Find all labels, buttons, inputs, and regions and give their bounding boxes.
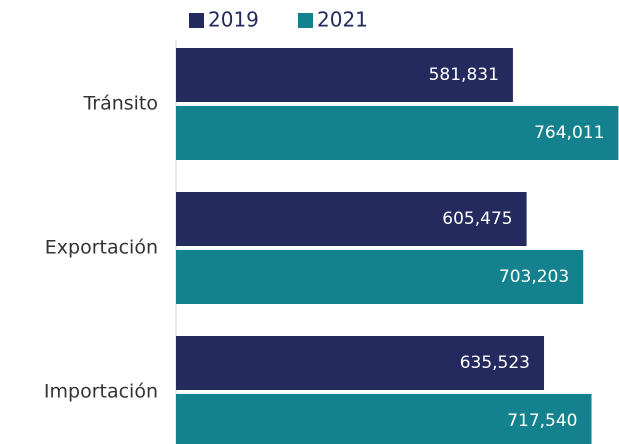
value-label: 605,475 (442, 209, 512, 229)
legend-label: 2021 (317, 8, 368, 32)
legend-swatch (298, 13, 313, 28)
bar (176, 192, 527, 246)
legend-label: 2019 (208, 8, 259, 32)
category-label: Importación (44, 381, 158, 403)
bar (176, 250, 584, 304)
value-label: 764,011 (534, 123, 604, 143)
value-label: 703,203 (499, 267, 569, 287)
value-label: 717,540 (507, 411, 577, 431)
category-label: Tránsito (82, 93, 158, 115)
bar (176, 48, 513, 102)
value-label: 581,831 (429, 65, 499, 85)
category-label: Exportación (45, 237, 158, 259)
bar (176, 106, 619, 160)
bar (176, 336, 545, 390)
value-label: 635,523 (460, 353, 530, 373)
bar (176, 394, 592, 444)
legend-swatch (189, 13, 204, 28)
